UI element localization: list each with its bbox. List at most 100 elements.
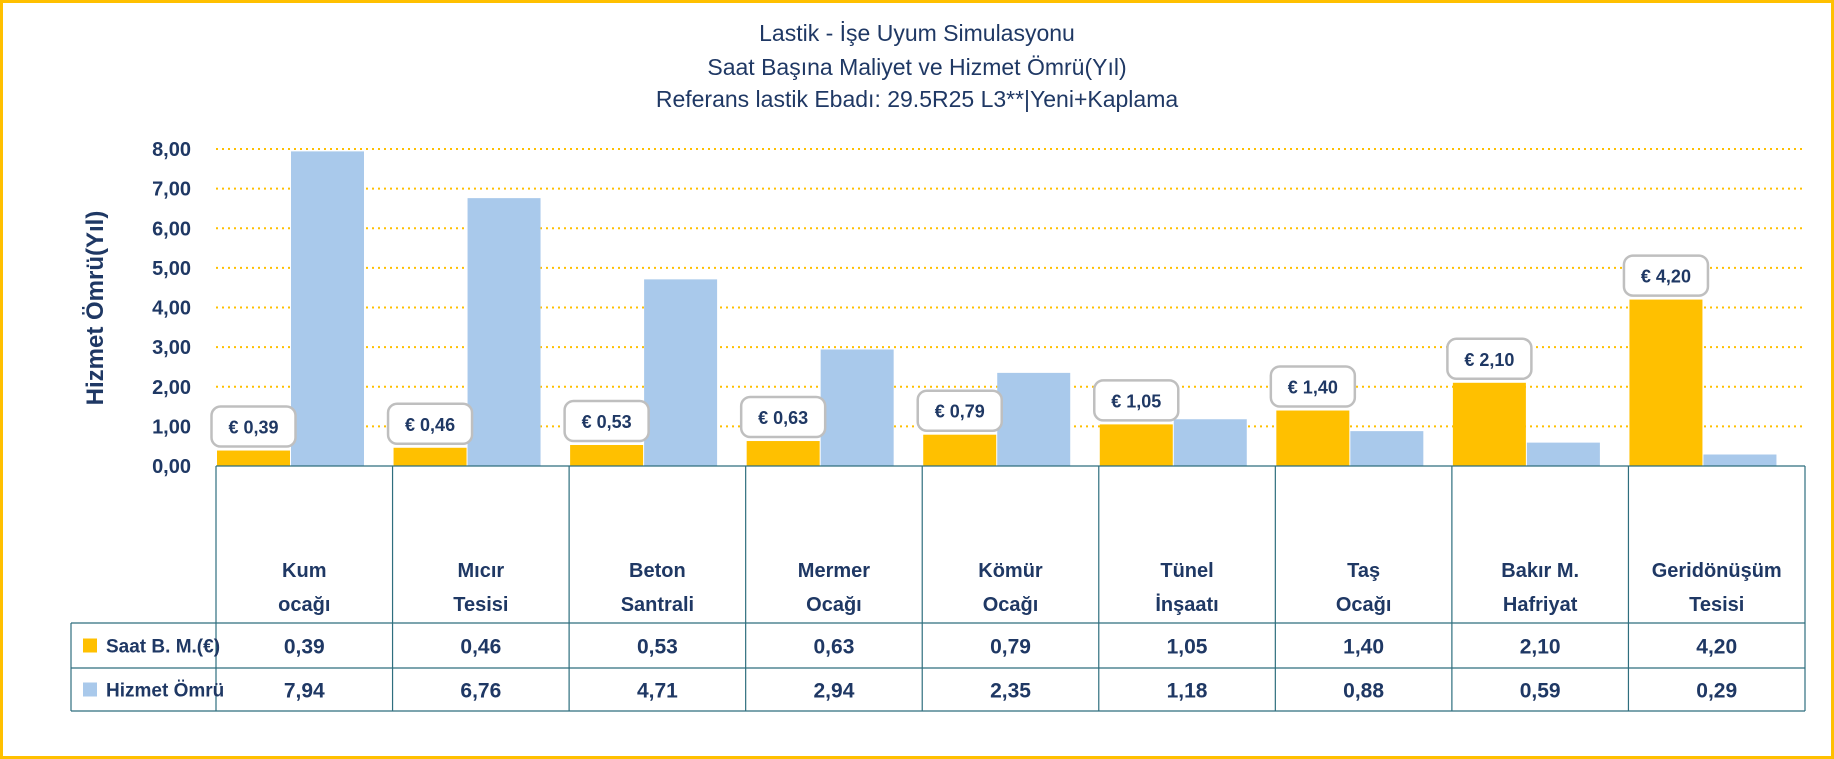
category-label-line: Tesisi: [1689, 594, 1744, 616]
table-cell: 4,20: [1696, 636, 1737, 659]
category-label-line: Geridönüşüm: [1652, 560, 1782, 582]
data-label-box: [386, 402, 474, 446]
table-cell: 1,05: [1167, 636, 1208, 659]
bar-life-5: [997, 372, 1071, 466]
category-label-9: Geridönüşüm Tesisi: [1652, 560, 1782, 616]
y-tick-label: 2,00: [152, 377, 191, 399]
y-tick-label: 3,00: [152, 337, 191, 359]
table-cell: 2,94: [814, 680, 855, 703]
category-label-6: Tünel İnşaatı: [1155, 560, 1218, 616]
bar-life-7: [1350, 431, 1424, 466]
table-cell: 0,29: [1696, 680, 1737, 703]
category-label-line: Santrali: [621, 594, 694, 616]
category-label-8: Bakır M. Hafriyat: [1501, 560, 1579, 616]
table-cell: 1,40: [1343, 636, 1384, 659]
category-label-7: Taş Ocağı: [1336, 560, 1392, 616]
data-label-text: € 1,40: [1288, 378, 1338, 398]
bar-cost-2: [393, 447, 467, 466]
data-label-cost-5: € 0,79: [916, 389, 1003, 432]
data-label-cost-1: € 0,39: [210, 405, 297, 448]
bar-cost-3: [570, 444, 644, 466]
category-label-line: Tünel: [1160, 560, 1213, 582]
data-table: Kum ocağı Mıcır Tesisi Beton Santrali Mermer Oc…: [70, 465, 1806, 712]
table-cell: 0,79: [990, 636, 1031, 659]
table-cell: 0,88: [1343, 680, 1384, 703]
legend-entry-2: Hizmet Ömrü: [83, 681, 224, 702]
data-label-box: [563, 399, 650, 443]
category-label-3: Beton Santrali: [621, 560, 694, 616]
data-label-cost-8: € 2,10: [1446, 337, 1533, 381]
table-cell: 6,76: [460, 680, 501, 703]
legend-label: Saat B. M.(€): [106, 637, 220, 658]
table-cell: 7,94: [284, 680, 325, 703]
bar-life-2: [467, 198, 541, 466]
data-label-cost-6: € 1,05: [1093, 379, 1180, 422]
legend-entry-1: Saat B. M.(€): [83, 637, 220, 658]
y-tick-label: 6,00: [152, 218, 191, 240]
legend-swatch: [83, 638, 97, 653]
bar-life-8: [1526, 442, 1600, 466]
table-cell: 2,35: [990, 680, 1031, 703]
data-labels: € 0,39 € 0,46 € 0,53 € 0,63 € 0,79 € 1,05 € 1,…: [210, 254, 1710, 448]
bars: [217, 151, 1777, 466]
bar-life-6: [1173, 419, 1247, 466]
chart-title-line-3: Referans lastik Ebadı: 29.5R25 L3**|Yeni…: [656, 86, 1179, 112]
data-label-cost-7: € 1,40: [1269, 365, 1357, 408]
chart-title: Lastik - İşe Uyum Simulasyonu Saat Başına…: [656, 20, 1179, 112]
y-tick-label: 0,00: [152, 456, 191, 478]
category-label-line: Kömür: [978, 560, 1043, 582]
table-cell: 0,63: [814, 636, 855, 659]
bar-cost-7: [1276, 410, 1350, 466]
category-label-line: Ocağı: [806, 594, 862, 616]
data-label-text: € 4,20: [1641, 267, 1691, 287]
legend-label: Hizmet Ömrü: [106, 681, 224, 702]
bar-cost-9: [1629, 299, 1703, 466]
bar-cost-1: [217, 450, 290, 466]
category-label-line: Bakır M.: [1501, 560, 1579, 582]
category-label-line: Tesisi: [453, 594, 508, 616]
y-tick-label: 8,00: [152, 139, 191, 161]
category-label-5: Kömür Ocağı: [978, 560, 1043, 616]
y-tick-label: 7,00: [152, 179, 191, 201]
bar-life-4: [820, 349, 894, 466]
y-tick-label: 1,00: [152, 416, 191, 438]
y-axis: 0,00 1,00 2,00 3,00 4,00 5,00 6,00 7,00 8,00 Hizm…: [82, 139, 191, 478]
category-label-line: Mıcır: [457, 560, 504, 582]
data-label-cost-3: € 0,53: [563, 399, 650, 443]
bar-cost-8: [1452, 382, 1526, 466]
legend-swatch: [83, 682, 97, 697]
table-cell: 0,53: [637, 636, 678, 659]
data-label-box: [1093, 379, 1180, 422]
data-label-text: € 0,53: [582, 412, 632, 432]
table-cell: 0,59: [1520, 680, 1561, 703]
data-label-text: € 0,79: [935, 402, 985, 422]
bar-cost-5: [923, 434, 997, 466]
data-label-box: [210, 405, 297, 448]
chart: Lastik - İşe Uyum Simulasyonu Saat Başına…: [70, 20, 1806, 712]
table-cell: 2,10: [1520, 636, 1561, 659]
category-label-1: Kum ocağı: [278, 560, 330, 616]
category-label-line: Taş: [1347, 560, 1380, 582]
chart-title-line-1: Lastik - İşe Uyum Simulasyonu: [759, 20, 1075, 46]
data-label-box: [1269, 365, 1357, 408]
data-label-text: € 0,46: [405, 415, 455, 435]
category-label-line: Ocağı: [983, 594, 1039, 616]
data-label-text: € 0,39: [228, 418, 278, 438]
table-cell: 1,18: [1167, 680, 1208, 703]
category-label-line: Mermer: [798, 560, 870, 582]
table-cell: 0,46: [460, 636, 501, 659]
category-label-line: Ocağı: [1336, 594, 1392, 616]
category-label-line: Beton: [629, 560, 686, 582]
data-label-cost-9: € 4,20: [1622, 254, 1710, 297]
bar-life-3: [644, 279, 718, 466]
table-cell: 4,71: [637, 680, 678, 703]
data-label-cost-4: € 0,63: [739, 395, 827, 439]
bar-life-9: [1703, 454, 1777, 466]
bar-cost-4: [746, 441, 820, 466]
data-label-cost-2: € 0,46: [386, 402, 474, 446]
category-label-line: Kum: [282, 560, 326, 582]
category-label-2: Mıcır Tesisi: [453, 560, 508, 616]
category-label-4: Mermer Ocağı: [798, 560, 870, 616]
category-label-line: Hafriyat: [1503, 594, 1578, 616]
